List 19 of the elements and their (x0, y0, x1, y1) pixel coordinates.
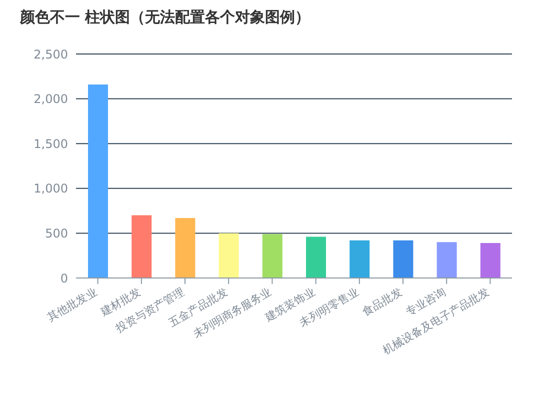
chart-title: 颜色不一 柱状图（无法配置各个对象图例） (20, 8, 312, 28)
y-tick-label: 500 (45, 226, 68, 240)
bar (218, 233, 239, 278)
y-tick-label: 1,500 (34, 136, 68, 151)
bar (480, 243, 500, 278)
bar (175, 218, 196, 278)
bar (262, 234, 282, 278)
y-tick-label: 2,000 (34, 92, 68, 106)
x-tick-label: 食品批发 (360, 285, 404, 319)
x-tick-label: 其他批发业 (45, 285, 100, 324)
y-tick-label: 1,000 (34, 182, 68, 196)
y-tick-label: 2,500 (34, 47, 68, 62)
bar (436, 242, 457, 278)
bar (306, 236, 326, 278)
y-tick-label: 0 (60, 271, 68, 286)
bar (88, 84, 108, 278)
bar (350, 240, 370, 278)
bar (132, 215, 152, 278)
bar (393, 240, 414, 278)
